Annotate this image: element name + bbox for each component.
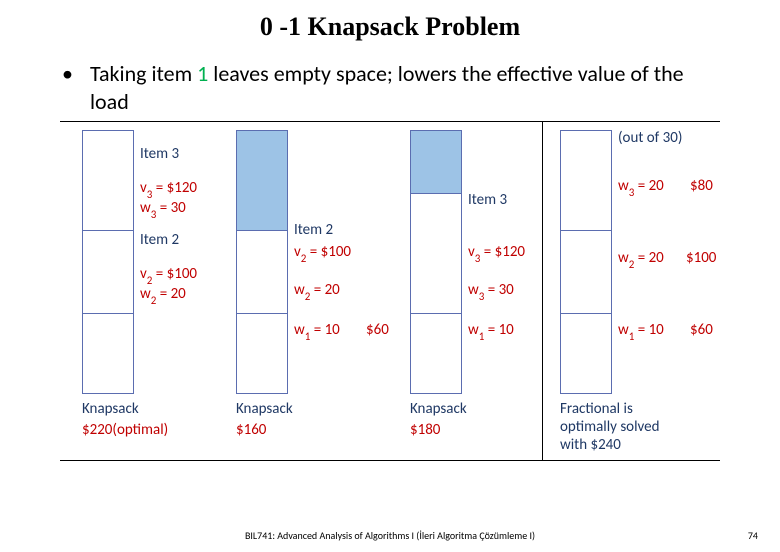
price-annotation: $80 — [690, 178, 713, 195]
price-annotation: $60 — [690, 322, 713, 339]
annotation: w3 = 30 — [468, 282, 514, 302]
bullet-highlight: 1 — [197, 60, 208, 87]
slide-title: 0 -1 Knapsack Problem — [0, 12, 780, 42]
footer-text: BIL741: Advanced Analysis of Algorithms … — [0, 529, 780, 542]
annotation: w1 = 10 — [618, 322, 664, 342]
bullet-text: Taking item 1 leaves empty space; lowers… — [90, 60, 720, 115]
price-annotation: $60 — [366, 322, 389, 339]
column-caption: Fractional is optimally solved with $240 — [560, 400, 660, 454]
slide-number: 74 — [748, 529, 758, 542]
bar-segment — [237, 314, 287, 393]
annotation: w3 = 20 — [618, 178, 664, 198]
knapsack-bar-2 — [410, 130, 462, 394]
knapsack-bar-0 — [82, 130, 134, 394]
bar-segment — [411, 131, 461, 194]
knapsack-bar-3 — [560, 130, 612, 394]
bar-segment — [561, 314, 611, 393]
annotation: v2 = $100 — [140, 266, 197, 286]
bar-segment — [237, 131, 287, 231]
bar-segment — [83, 314, 133, 393]
column-caption: Knapsack — [410, 400, 467, 418]
price-annotation: $100 — [686, 250, 716, 267]
annotation: w1 = 10 — [468, 322, 514, 342]
vertical-divider — [542, 122, 543, 460]
bar-segment — [83, 131, 133, 231]
bar-segment — [411, 314, 461, 393]
bar-segment — [411, 194, 461, 315]
annotation: w2 = 20 — [294, 282, 340, 302]
annotation: v2 = $100 — [294, 244, 351, 264]
annotation: w3 = 30 — [140, 200, 186, 220]
bar-segment — [561, 131, 611, 231]
annotation: Item 3 — [140, 146, 179, 163]
column-value: $220(optimal) — [82, 422, 168, 439]
annotation: w1 = 10 — [294, 322, 340, 342]
content-frame: Item 3v3 = $120w3 = 30Item 2v2 = $100w2 … — [60, 121, 720, 461]
annotation: w2 = 20 — [140, 286, 186, 306]
annotation: Item 2 — [294, 222, 333, 239]
annotation: Item 2 — [140, 232, 179, 249]
bullet-prefix: Taking item — [90, 60, 197, 87]
bar-segment — [83, 231, 133, 315]
annotation: w2 = 20 — [618, 250, 664, 270]
column-caption: Knapsack — [236, 400, 293, 418]
annotation: Item 3 — [468, 192, 507, 209]
annotation: v3 = $120 — [468, 244, 525, 264]
column-value: $160 — [236, 422, 266, 439]
bar-segment — [561, 231, 611, 315]
bar-segment — [237, 231, 287, 315]
column-caption: Knapsack — [82, 400, 139, 418]
annotation: v3 = $120 — [140, 180, 197, 200]
knapsack-bar-1 — [236, 130, 288, 394]
column-value: $180 — [410, 422, 440, 439]
annotation: (out of 30) — [618, 130, 682, 147]
